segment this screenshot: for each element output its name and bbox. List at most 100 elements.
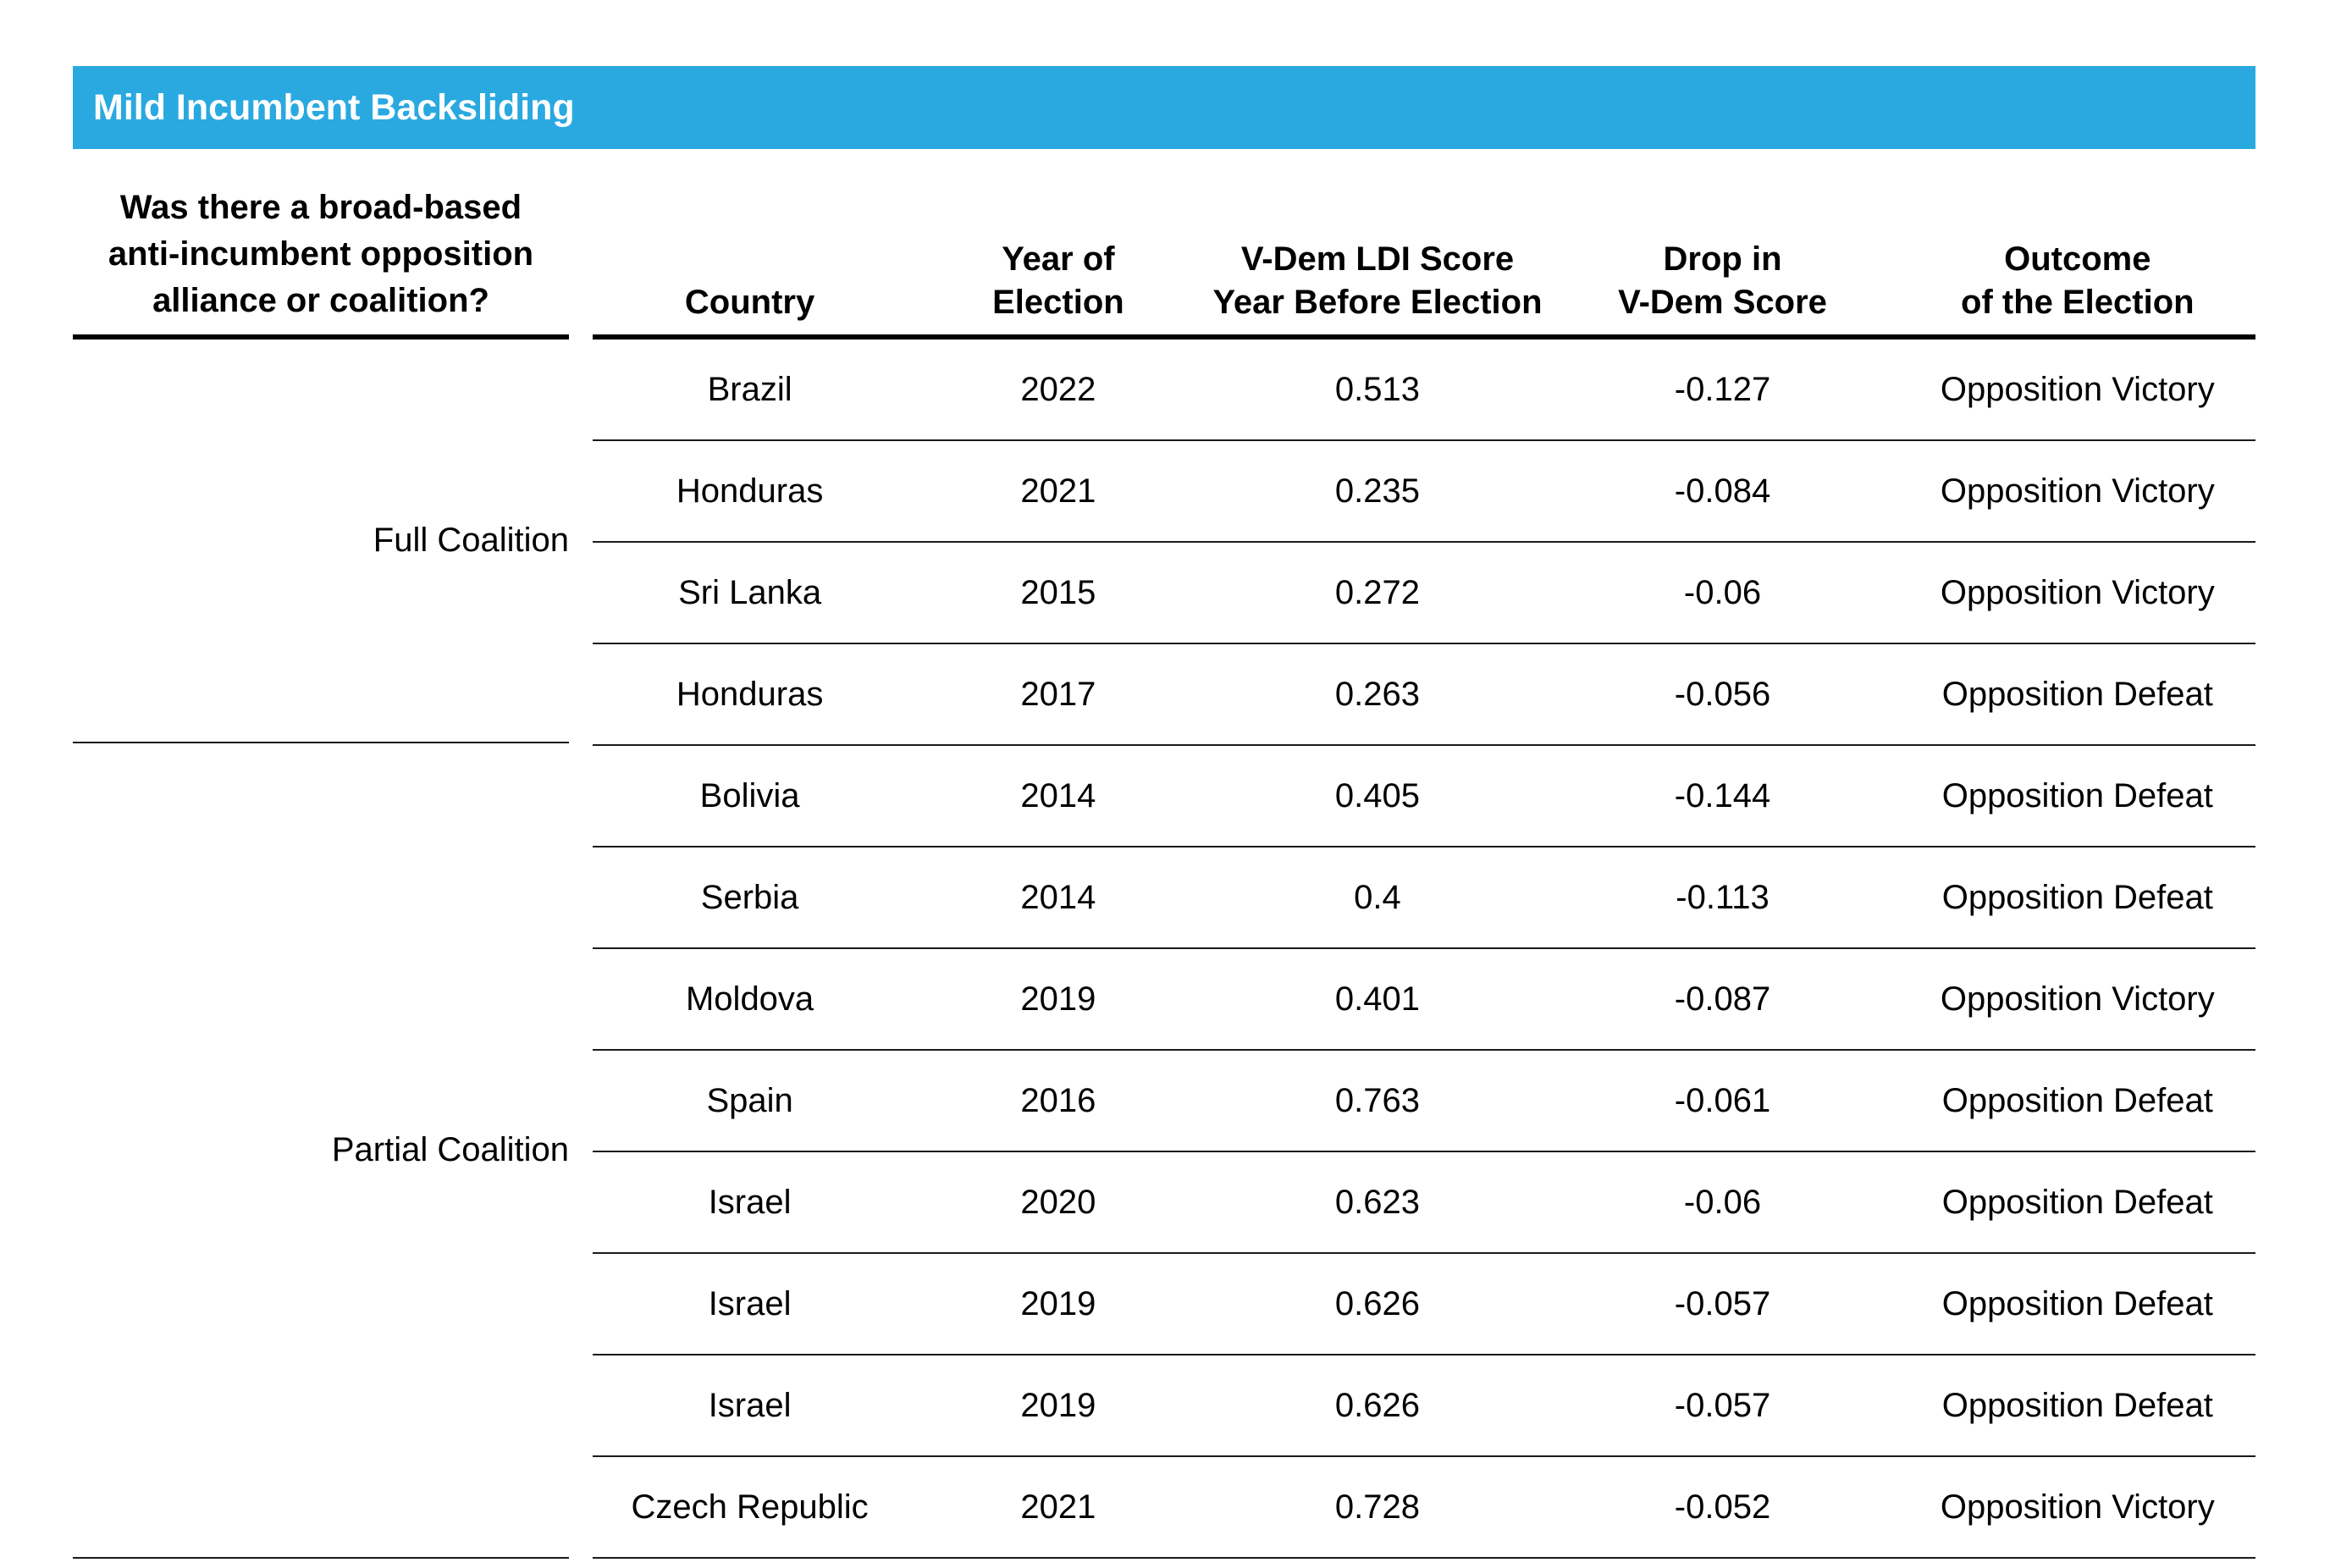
cell-country: Czech Republic: [631, 1488, 869, 1526]
cell-year: 2019: [1020, 1386, 1096, 1424]
cell-outcome: Opposition Victory: [1940, 1488, 2215, 1526]
table-row: Czech Republic 2021 0.728 -0.052 Opposit…: [593, 1457, 2255, 1559]
column-header-line: Country: [684, 284, 815, 321]
cell-outcome: Opposition Victory: [1940, 472, 2215, 510]
column-header-country: Country: [593, 281, 907, 334]
column-header-line: of the Election: [1961, 284, 2195, 321]
cell-year: 2019: [1020, 980, 1096, 1018]
cell-year: 2021: [1020, 1488, 1096, 1526]
question-column: Was there a broad-based anti-incumbent o…: [73, 149, 569, 1559]
cell-vdem-drop: -0.144: [1674, 776, 1771, 814]
table-row: Serbia 2014 0.4 -0.113 Opposition Defeat: [593, 847, 2255, 949]
cell-outcome: Opposition Victory: [1940, 980, 2215, 1018]
column-header-line: Year Before Election: [1212, 284, 1543, 321]
cell-outcome: Opposition Defeat: [1941, 1284, 2213, 1322]
cell-country: Serbia: [700, 878, 799, 916]
data-table: Country Year of Election V-Dem LDI Score…: [593, 149, 2255, 1559]
cell-year: 2019: [1020, 1284, 1096, 1322]
table-row: Honduras 2017 0.263 -0.056 Opposition De…: [593, 644, 2255, 746]
table-row: Israel 2019 0.626 -0.057 Opposition Defe…: [593, 1355, 2255, 1457]
table-row: Israel 2019 0.626 -0.057 Opposition Defe…: [593, 1254, 2255, 1355]
group-cell-full-coalition: Full Coalition: [73, 340, 569, 743]
cell-country: Honduras: [676, 472, 824, 510]
column-header-drop-in-vdem-score: Drop in V-Dem Score: [1545, 238, 1899, 334]
table-row: Sri Lanka 2015 0.272 -0.06 Opposition Vi…: [593, 543, 2255, 644]
table-title: Mild Incumbent Backsliding: [93, 86, 575, 128]
table-title-bar: Mild Incumbent Backsliding: [73, 66, 2255, 149]
column-header-year-of-election: Year of Election: [907, 238, 1209, 334]
cell-year: 2015: [1020, 573, 1096, 611]
cell-ldi-score: 0.626: [1334, 1284, 1421, 1322]
column-header-outcome: Outcome of the Election: [1900, 238, 2255, 334]
column-header-line: V-Dem LDI Score: [1240, 240, 1515, 278]
column-header-row: Country Year of Election V-Dem LDI Score…: [593, 149, 2255, 340]
cell-ldi-score: 0.623: [1334, 1183, 1421, 1221]
cell-vdem-drop: -0.061: [1674, 1081, 1771, 1119]
cell-vdem-drop: -0.06: [1683, 573, 1762, 611]
cell-outcome: Opposition Victory: [1940, 370, 2215, 408]
cell-country: Sri Lanka: [678, 573, 822, 611]
cell-ldi-score: 0.4: [1354, 878, 1401, 916]
cell-outcome: Opposition Defeat: [1941, 776, 2213, 814]
question-column-header: Was there a broad-based anti-incumbent o…: [73, 149, 569, 340]
column-header-line: Year of: [1002, 240, 1115, 278]
table-row: Israel 2020 0.623 -0.06 Opposition Defea…: [593, 1152, 2255, 1254]
cell-ldi-score: 0.763: [1334, 1081, 1421, 1119]
cell-country: Moldova: [685, 980, 814, 1018]
cell-year: 2014: [1020, 776, 1096, 814]
cell-outcome: Opposition Defeat: [1941, 1183, 2213, 1221]
cell-country: Brazil: [707, 370, 792, 408]
column-header-line: Drop in: [1663, 240, 1782, 278]
column-header-vdem-ldi-score: V-Dem LDI Score Year Before Election: [1210, 238, 1546, 334]
cell-outcome: Opposition Victory: [1940, 573, 2215, 611]
cell-vdem-drop: -0.052: [1674, 1488, 1771, 1526]
cell-country: Israel: [708, 1284, 792, 1322]
column-header-line: Election: [992, 284, 1124, 321]
table-row: Bolivia 2014 0.405 -0.144 Opposition Def…: [593, 746, 2255, 847]
group-label-partial-coalition: Partial Coalition: [331, 1131, 569, 1168]
cell-ldi-score: 0.405: [1334, 776, 1421, 814]
cell-year: 2021: [1020, 472, 1096, 510]
cell-country: Israel: [708, 1183, 792, 1221]
question-header-line: anti-incumbent opposition: [108, 235, 534, 273]
table-row: Spain 2016 0.763 -0.061 Opposition Defea…: [593, 1051, 2255, 1152]
cell-vdem-drop: -0.113: [1676, 878, 1770, 916]
group-label-full-coalition: Full Coalition: [373, 522, 569, 559]
cell-ldi-score: 0.728: [1334, 1488, 1421, 1526]
table-row: Brazil 2022 0.513 -0.127 Opposition Vict…: [593, 340, 2255, 441]
cell-country: Spain: [706, 1081, 793, 1119]
cell-vdem-drop: -0.057: [1674, 1386, 1771, 1424]
cell-year: 2020: [1020, 1183, 1096, 1221]
cell-vdem-drop: -0.087: [1674, 980, 1771, 1018]
column-header-line: V-Dem Score: [1618, 284, 1827, 321]
cell-vdem-drop: -0.084: [1674, 472, 1771, 510]
question-header-line: Was there a broad-based: [119, 189, 522, 226]
cell-ldi-score: 0.263: [1334, 675, 1421, 713]
group-cell-partial-coalition: Partial Coalition: [73, 743, 569, 1559]
cell-outcome: Opposition Defeat: [1941, 878, 2213, 916]
cell-year: 2014: [1020, 878, 1096, 916]
cell-country: Honduras: [676, 675, 824, 713]
cell-vdem-drop: -0.057: [1674, 1284, 1771, 1322]
cell-year: 2017: [1020, 675, 1096, 713]
cell-vdem-drop: -0.127: [1674, 370, 1771, 408]
cell-country: Israel: [708, 1386, 792, 1424]
cell-ldi-score: 0.235: [1334, 472, 1421, 510]
cell-year: 2022: [1020, 370, 1096, 408]
cell-ldi-score: 0.401: [1334, 980, 1421, 1018]
cell-outcome: Opposition Defeat: [1941, 1081, 2213, 1119]
cell-country: Bolivia: [699, 776, 800, 814]
table-row: Honduras 2021 0.235 -0.084 Opposition Vi…: [593, 441, 2255, 543]
cell-outcome: Opposition Defeat: [1941, 675, 2213, 713]
cell-vdem-drop: -0.056: [1674, 675, 1771, 713]
column-header-line: Outcome: [2004, 240, 2151, 278]
cell-ldi-score: 0.513: [1334, 370, 1421, 408]
cell-ldi-score: 0.626: [1334, 1386, 1421, 1424]
cell-ldi-score: 0.272: [1334, 573, 1421, 611]
cell-year: 2016: [1020, 1081, 1096, 1119]
table-row: Moldova 2019 0.401 -0.087 Opposition Vic…: [593, 949, 2255, 1051]
cell-vdem-drop: -0.06: [1683, 1183, 1762, 1221]
cell-outcome: Opposition Defeat: [1941, 1386, 2213, 1424]
question-header-line: alliance or coalition?: [152, 282, 489, 319]
